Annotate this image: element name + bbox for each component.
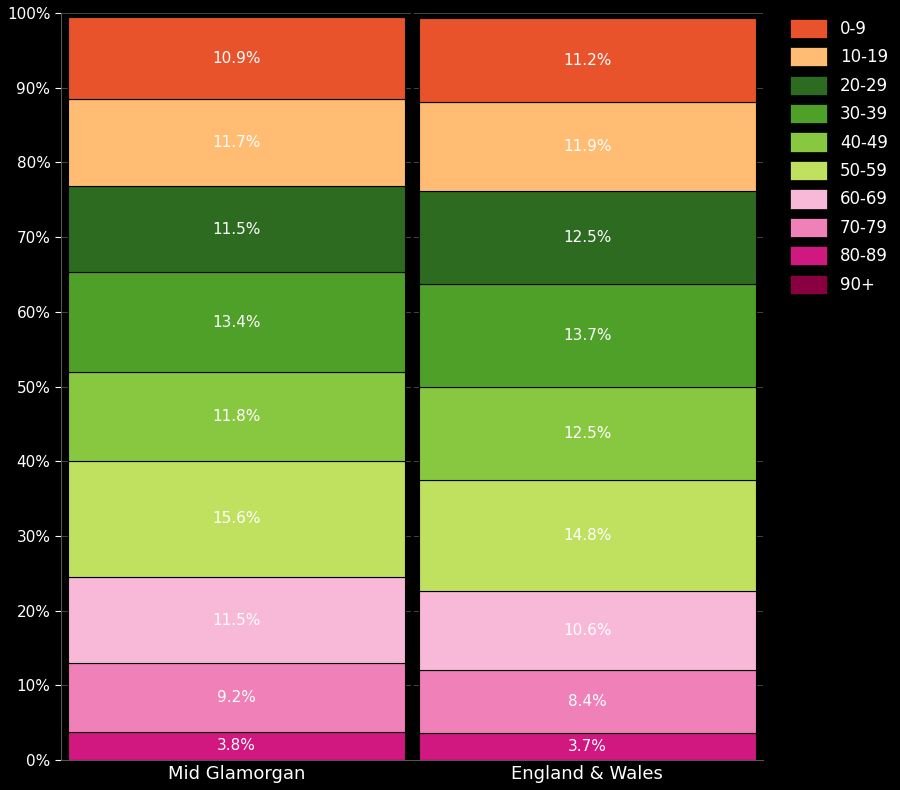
Text: 3.7%: 3.7% xyxy=(568,739,607,754)
Bar xyxy=(418,18,756,102)
Text: 8.4%: 8.4% xyxy=(568,694,607,709)
Bar xyxy=(418,732,756,760)
Text: 11.9%: 11.9% xyxy=(563,139,611,154)
Text: 11.7%: 11.7% xyxy=(212,135,260,150)
Bar xyxy=(68,17,405,99)
Bar xyxy=(418,386,756,480)
Text: 11.5%: 11.5% xyxy=(212,222,260,237)
Text: 12.5%: 12.5% xyxy=(563,426,611,441)
Text: 13.7%: 13.7% xyxy=(563,328,611,343)
Text: 13.4%: 13.4% xyxy=(212,314,261,329)
Bar xyxy=(418,284,756,386)
Text: 12.5%: 12.5% xyxy=(563,230,611,245)
Text: 3.8%: 3.8% xyxy=(217,739,256,754)
Text: 15.6%: 15.6% xyxy=(212,511,261,526)
Bar xyxy=(68,732,405,760)
Bar xyxy=(68,372,405,461)
Bar xyxy=(68,577,405,663)
Text: 11.5%: 11.5% xyxy=(212,612,260,627)
Text: 14.8%: 14.8% xyxy=(563,528,611,543)
Bar xyxy=(418,591,756,670)
Bar xyxy=(68,663,405,732)
Text: 10.6%: 10.6% xyxy=(563,623,611,638)
Bar xyxy=(418,191,756,284)
Bar xyxy=(418,670,756,732)
Bar xyxy=(418,480,756,591)
Bar xyxy=(68,99,405,186)
Bar xyxy=(418,102,756,191)
Text: 11.2%: 11.2% xyxy=(563,52,611,67)
Bar xyxy=(68,461,405,577)
Legend: 0-9, 10-19, 20-29, 30-39, 40-49, 50-59, 60-69, 70-79, 80-89, 90+: 0-9, 10-19, 20-29, 30-39, 40-49, 50-59, … xyxy=(785,13,893,299)
Bar xyxy=(68,273,405,372)
Bar xyxy=(68,186,405,273)
Text: 9.2%: 9.2% xyxy=(217,690,256,705)
Text: 10.9%: 10.9% xyxy=(212,51,261,66)
Text: 11.8%: 11.8% xyxy=(212,409,260,424)
